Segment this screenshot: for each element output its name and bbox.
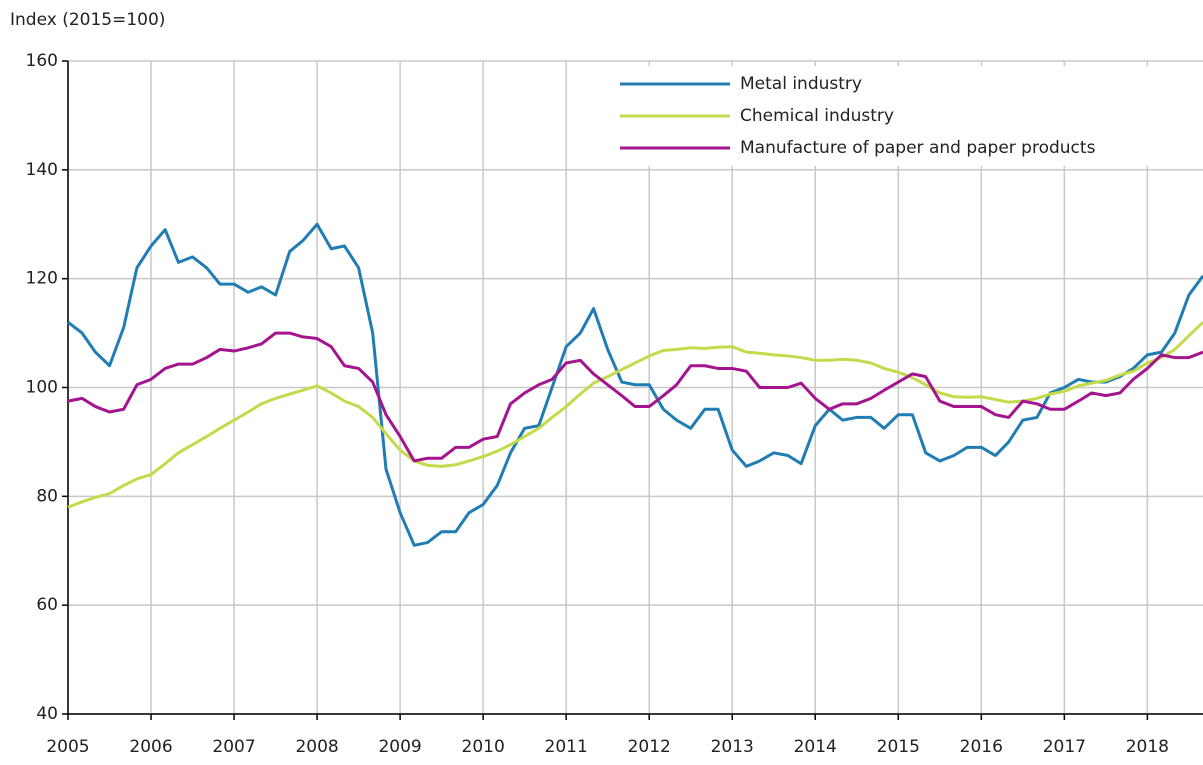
x-tick-label: 2006 bbox=[129, 737, 172, 757]
x-tick-label: 2016 bbox=[960, 737, 1003, 757]
x-tick-label: 2014 bbox=[794, 737, 837, 757]
x-tick-label: 2012 bbox=[628, 737, 671, 757]
y-tick-label: 160 bbox=[26, 51, 58, 71]
y-tick-label: 40 bbox=[36, 704, 58, 724]
x-tick-label: 2017 bbox=[1043, 737, 1086, 757]
legend-label: Metal industry bbox=[740, 74, 862, 94]
y-tick-label: 60 bbox=[36, 595, 58, 615]
y-tick-label: 100 bbox=[26, 378, 58, 398]
x-tick-label: 2009 bbox=[378, 737, 421, 757]
legend-label: Manufacture of paper and paper products bbox=[740, 138, 1096, 158]
y-tick-label: 140 bbox=[26, 160, 58, 180]
x-tick-label: 2013 bbox=[711, 737, 754, 757]
y-tick-label: 80 bbox=[36, 486, 58, 506]
legend-label: Chemical industry bbox=[740, 106, 894, 126]
y-axis-label: Index (2015=100) bbox=[10, 10, 165, 30]
x-tick-label: 2008 bbox=[295, 737, 338, 757]
x-tick-label: 2015 bbox=[877, 737, 920, 757]
x-tick-label: 2005 bbox=[46, 737, 89, 757]
y-tick-label: 120 bbox=[26, 269, 58, 289]
x-tick-label: 2018 bbox=[1126, 737, 1169, 757]
legend: Metal industry Chemical industry Manufactu… bbox=[614, 66, 1203, 166]
series-line bbox=[67, 321, 1203, 509]
x-tick-label: 2007 bbox=[212, 737, 255, 757]
series-line bbox=[67, 222, 1203, 547]
series-line bbox=[67, 331, 1203, 463]
x-tick-label: 2011 bbox=[545, 737, 588, 757]
x-tick-label: 2010 bbox=[462, 737, 505, 757]
